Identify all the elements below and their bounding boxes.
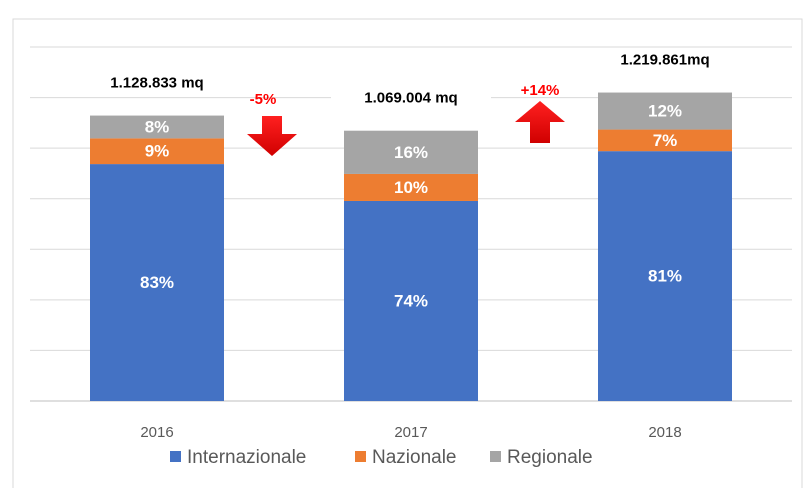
value-label: 83%	[140, 273, 174, 292]
annotation: -5%	[250, 91, 277, 108]
legend-label: Regionale	[507, 447, 593, 468]
value-label: 7%	[653, 131, 678, 150]
value-label: 10%	[394, 178, 428, 197]
bar-segment	[598, 129, 732, 152]
bar-segment	[598, 151, 732, 401]
bar-segment	[344, 200, 478, 401]
up-arrow	[515, 101, 565, 143]
legend-swatch	[490, 451, 501, 462]
total-label-bg	[585, 48, 745, 73]
legend-label: Nazionale	[372, 447, 457, 468]
bar-segment	[344, 130, 478, 174]
legend-label: Internazionale	[187, 447, 306, 468]
value-label: 9%	[145, 142, 170, 161]
annotation: +14%	[521, 82, 560, 99]
total-label-bg	[331, 86, 491, 111]
down-arrow	[247, 116, 297, 156]
value-label: 16%	[394, 143, 428, 162]
value-label: 74%	[394, 291, 428, 310]
x-tick-label: 2018	[648, 424, 681, 441]
legend-swatch	[170, 451, 181, 462]
bar-segment	[344, 173, 478, 201]
value-label: 8%	[145, 117, 170, 136]
bar-segment	[598, 92, 732, 130]
total-label: 1.128.833 mq	[110, 75, 203, 92]
bar-segment	[90, 164, 224, 401]
bar-segment	[90, 138, 224, 165]
value-label: 12%	[648, 102, 682, 121]
total-label: 1.069.004 mq	[364, 90, 457, 107]
value-label: 81%	[648, 267, 682, 286]
legend-swatch	[355, 451, 366, 462]
total-label-bg	[77, 71, 237, 96]
bar-segment	[90, 115, 224, 139]
x-tick-label: 2017	[394, 424, 427, 441]
total-label: 1.219.861mq	[620, 52, 709, 69]
x-tick-label: 2016	[140, 424, 173, 441]
